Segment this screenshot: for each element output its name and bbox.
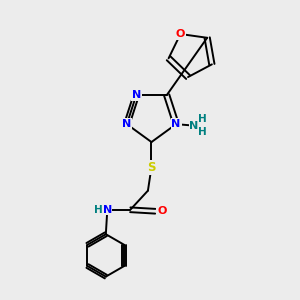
Text: H: H <box>198 127 206 137</box>
Text: N: N <box>103 205 112 215</box>
Text: H: H <box>94 205 103 215</box>
Text: O: O <box>176 29 185 39</box>
Text: N: N <box>189 121 198 130</box>
Text: N: N <box>122 119 131 129</box>
Text: N: N <box>132 90 141 100</box>
Text: S: S <box>147 160 156 174</box>
Text: O: O <box>157 206 167 216</box>
Text: N: N <box>172 119 181 129</box>
Text: H: H <box>198 114 206 124</box>
